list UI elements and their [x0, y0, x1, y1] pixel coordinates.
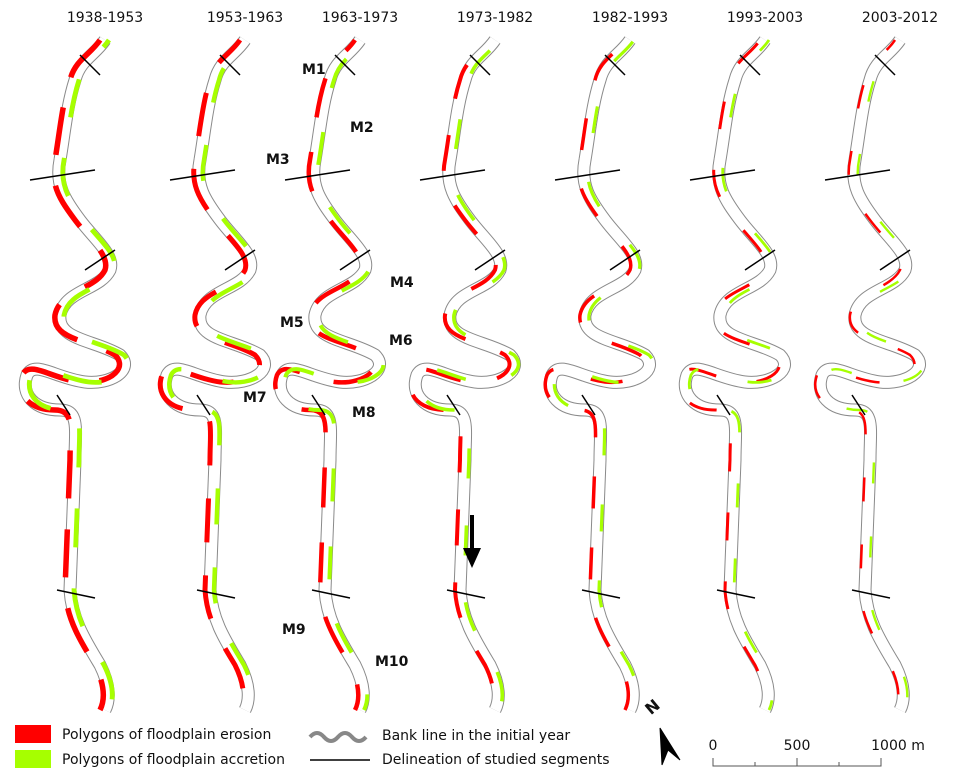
- river-panel: [275, 40, 383, 710]
- legend-bank-line: [308, 731, 368, 743]
- segment-delineation: [554, 169, 621, 181]
- river-channel: [685, 40, 784, 710]
- panel-title: 1938-1953: [67, 10, 143, 26]
- segment-label: M9: [282, 622, 306, 638]
- segment-delineation: [196, 589, 236, 599]
- segment-delineation: [446, 589, 486, 599]
- segment-delineation: [739, 54, 761, 76]
- segment-delineation: [169, 169, 236, 181]
- segment-delineation: [469, 54, 491, 76]
- segment-delineation: [339, 249, 371, 271]
- segment-delineation: [56, 589, 96, 599]
- panel-title: 1993-2003: [727, 10, 803, 26]
- segment-delineation: [744, 249, 776, 271]
- scale-label: 1000 m: [871, 738, 925, 754]
- segment-delineation: [716, 394, 731, 416]
- scale-line: [712, 758, 882, 767]
- segment-delineation: [196, 394, 211, 416]
- river-panel: [815, 40, 923, 710]
- segment-delineation: [219, 54, 241, 76]
- legend-label: Delineation of studied segments: [382, 752, 610, 768]
- panel-title: 1973-1982: [457, 10, 533, 26]
- river-panel: [408, 40, 518, 710]
- north-label: N: [641, 695, 663, 718]
- panel-title: 1963-1973: [322, 10, 398, 26]
- segment-delineation: [56, 394, 71, 416]
- segment-delineation: [824, 169, 891, 181]
- segment-label: M4: [390, 275, 414, 291]
- scale-bar: 0 500 1000 m: [709, 738, 925, 767]
- segment-delineation: [689, 169, 756, 181]
- river-channel: [165, 40, 264, 710]
- river-channel: [550, 40, 649, 710]
- segment-delineation: [581, 394, 596, 416]
- segment-delineation: [879, 249, 911, 271]
- legend-swatch: [15, 725, 51, 743]
- legend: Polygons of floodplain erosion Polygons …: [15, 725, 610, 768]
- panels: 1938-1953 1953-1963 1963-1973 1973-1982 1982…: [20, 10, 938, 710]
- segment-delineation: [609, 249, 641, 271]
- segment-label: M10: [375, 654, 409, 670]
- north-arrow: N: [641, 695, 681, 766]
- scale-label: 0: [709, 738, 718, 754]
- segment-delineation: [79, 54, 101, 76]
- segment-delineation: [224, 249, 256, 271]
- segment-label: M5: [280, 315, 304, 331]
- segment-labels: M1 M2 M3 M4 M5 M6 M7 M8 M9 M10: [243, 62, 414, 670]
- segment-delineation: [334, 54, 356, 76]
- segment-label: M6: [389, 333, 413, 349]
- segment-delineation: [419, 169, 486, 181]
- segment-delineation: [604, 54, 626, 76]
- flow-arrow: [463, 515, 481, 568]
- segment-label: M3: [266, 152, 290, 168]
- segment-label: M2: [350, 120, 374, 136]
- legend-label: Polygons of floodplain accretion: [62, 752, 285, 768]
- legend-label: Polygons of floodplain erosion: [62, 727, 271, 743]
- river-panel: [160, 40, 268, 710]
- river-panel: [678, 40, 788, 710]
- segment-delineation: [84, 249, 116, 271]
- segment-delineation: [474, 249, 506, 271]
- segment-delineation: [446, 394, 461, 416]
- legend-label: Bank line in the initial year: [382, 728, 570, 744]
- panel-title: 1953-1963: [207, 10, 283, 26]
- panel-title: 2003-2012: [862, 10, 938, 26]
- segment-delineation: [311, 394, 326, 416]
- panel-title: 1982-1993: [592, 10, 668, 26]
- segment-delineation: [851, 589, 891, 599]
- segment-delineation: [311, 589, 351, 599]
- segment-delineation: [284, 169, 351, 181]
- segment-delineation: [29, 169, 96, 181]
- river-panel: [543, 40, 653, 710]
- north-symbol: [659, 727, 681, 766]
- segment-delineation: [851, 394, 866, 416]
- segment-delineation: [716, 589, 756, 599]
- river-channel: [820, 40, 919, 710]
- legend-swatch: [15, 750, 51, 768]
- river-panel: [20, 40, 128, 710]
- scale-label: 500: [784, 738, 811, 754]
- segment-delineation: [874, 54, 896, 76]
- segment-label: M1: [302, 62, 326, 78]
- segment-label: M8: [352, 405, 376, 421]
- segment-label: M7: [243, 390, 267, 406]
- segment-delineation: [581, 589, 621, 599]
